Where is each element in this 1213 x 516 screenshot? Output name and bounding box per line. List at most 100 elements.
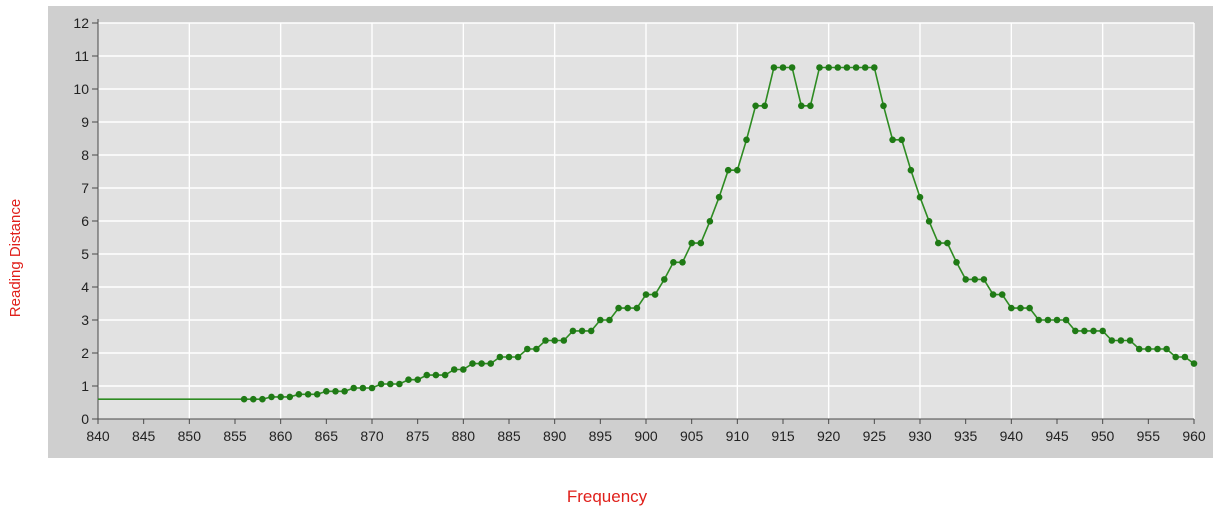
data-point [980,276,988,283]
x-tick-label: 855 [223,428,247,444]
x-tick-label: 940 [1000,428,1024,444]
data-point [798,102,805,110]
data-point [405,376,412,384]
data-point [396,380,403,388]
data-point [880,102,887,110]
data-point [505,353,513,361]
x-tick-label: 895 [589,428,613,444]
data-point [323,388,330,395]
data-point [962,276,969,283]
data-point [359,384,367,392]
data-point [852,64,860,71]
data-point [533,345,540,353]
data-point [971,276,979,283]
data-point [679,259,686,266]
series-line [98,66,1195,401]
data-point [1126,337,1134,344]
axes [92,19,1195,424]
data-point [1099,327,1106,335]
y-tick-label: 3 [81,312,89,328]
data-point [935,239,942,247]
data-point [916,193,924,201]
y-axis-label: Reading Distance [7,199,24,317]
x-tick-label: 890 [543,428,567,444]
data-point [268,393,275,401]
data-point [661,276,668,283]
data-point [1108,337,1116,344]
data-point [953,259,960,266]
x-tick-label: 955 [1137,428,1161,444]
data-point [1154,345,1161,353]
data-point [752,102,759,110]
data-point [633,304,641,312]
data-point [332,388,339,395]
data-point [1026,304,1033,312]
data-point [998,291,1006,298]
data-point [1035,316,1042,324]
x-tick-label: 900 [634,428,658,444]
data-point [341,388,348,395]
data-point [1062,316,1070,324]
data-point [560,337,568,344]
data-point [460,366,467,373]
data-point [387,380,394,388]
data-point [615,304,622,312]
data-point [816,64,823,71]
data-point [277,393,285,401]
data-point [1190,360,1198,367]
y-tick-label: 5 [81,246,89,262]
x-tick-label: 875 [406,428,430,444]
data-point [1008,304,1015,312]
data-point [578,327,586,335]
data-point [524,345,531,353]
data-point [834,64,842,71]
data-point [432,371,440,379]
data-point [724,166,732,174]
y-tick-label: 10 [73,81,89,97]
data-point [1090,327,1097,335]
data-point [688,239,695,247]
x-tick-label: 905 [680,428,704,444]
data-point [423,371,431,379]
y-tick-label: 1 [81,378,89,394]
data-point [441,371,449,379]
data-point [551,337,558,344]
x-tick-label: 915 [771,428,795,444]
y-tick-label: 12 [73,15,89,31]
data-point [250,395,257,403]
data-point [1163,345,1170,353]
y-tick-label: 0 [81,411,89,427]
data-point [761,102,768,110]
y-tick-label: 6 [81,213,89,229]
data-point [496,353,504,361]
data-point [1117,337,1125,344]
data-point [569,327,577,335]
x-tick-label: 920 [817,428,841,444]
data-point [898,136,905,144]
data-point [925,218,933,225]
x-axis-label: Frequency [567,487,648,506]
y-tick-label: 7 [81,180,89,196]
data-point [944,239,951,247]
data-point [478,360,485,367]
data-point [715,193,723,201]
data-point [313,391,321,398]
data-point [469,360,476,367]
data-point [1053,316,1061,324]
data-point [240,395,248,403]
data-point [624,304,631,312]
data-point [861,64,869,71]
data-point [770,64,778,71]
x-tick-label: 930 [908,428,932,444]
data-point [414,376,422,384]
data-point [350,384,358,392]
x-tick-label: 860 [269,428,293,444]
y-tick-label: 4 [81,279,89,295]
data-point [514,353,522,361]
x-tick-label: 910 [726,428,750,444]
data-point [989,291,997,298]
data-point [542,337,549,344]
data-point [788,64,796,71]
